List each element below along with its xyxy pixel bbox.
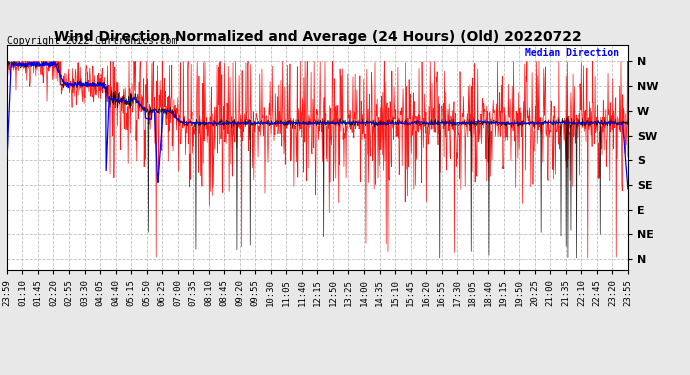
Title: Wind Direction Normalized and Average (24 Hours) (Old) 20220722: Wind Direction Normalized and Average (2… bbox=[54, 30, 581, 44]
Text: Median Direction: Median Direction bbox=[524, 48, 618, 58]
Text: Copyright 2022 Cartronics.com: Copyright 2022 Cartronics.com bbox=[7, 36, 177, 46]
